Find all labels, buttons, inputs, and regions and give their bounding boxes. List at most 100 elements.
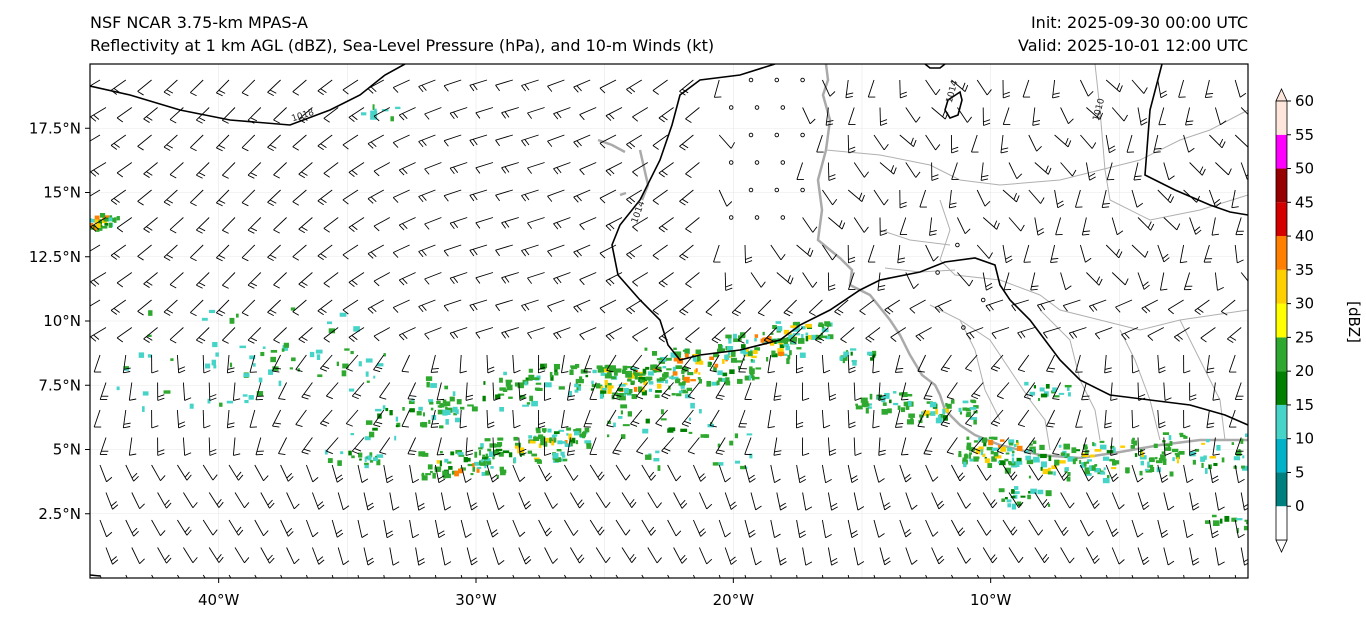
reflectivity-cell (1175, 454, 1180, 460)
reflectivity-cell (1204, 467, 1208, 474)
reflectivity-cell (1015, 440, 1019, 443)
wind-barb (512, 464, 526, 482)
reflectivity-cell (201, 317, 208, 321)
wind-barb (867, 79, 876, 98)
wind-barb (151, 409, 159, 429)
reflectivity-cell (783, 344, 790, 347)
wind-barb (424, 107, 442, 120)
wind-barb (323, 107, 339, 123)
wind-barb (208, 492, 224, 508)
wind-barb (905, 107, 921, 123)
reflectivity-cell (839, 356, 843, 361)
reflectivity-cell (777, 348, 784, 354)
reflectivity-cell (769, 342, 775, 346)
wind-barb (216, 244, 230, 262)
reflectivity-cell (427, 464, 433, 470)
reflectivity-cell (997, 461, 1001, 464)
wind-barb (919, 189, 927, 208)
reflectivity-cell (754, 338, 757, 342)
wind-barb (626, 244, 643, 260)
reflectivity-cell (533, 435, 537, 438)
reflectivity-cell (1201, 462, 1204, 468)
reflectivity-cell (986, 446, 993, 451)
wind-barb (579, 327, 597, 341)
wind-barb (1227, 327, 1242, 344)
wind-barb (1017, 327, 1035, 339)
valid-time: Valid: 2025-10-01 12:00 UTC (1017, 36, 1248, 55)
wind-barb (469, 79, 488, 92)
reflectivity-cell (83, 224, 87, 228)
wind-barb (878, 382, 886, 401)
reflectivity-cell (390, 116, 394, 122)
reflectivity-cell (1162, 432, 1170, 435)
wind-barb (449, 162, 468, 175)
wind-barb (951, 519, 965, 537)
reflectivity-cell (549, 437, 555, 444)
wind-barb (990, 354, 1004, 372)
reflectivity-cell (557, 440, 563, 445)
wind-barb (163, 244, 178, 261)
wind-barb (151, 464, 166, 481)
wind-barb (1054, 464, 1069, 481)
wind-barb (202, 354, 211, 374)
wind-barb (305, 519, 319, 538)
wind-barb (1086, 272, 1103, 286)
reflectivity-cell (871, 350, 877, 356)
wind-barb (348, 107, 365, 122)
reflectivity-cell (746, 347, 749, 352)
wind-barb (821, 464, 832, 484)
wind-barb (567, 382, 576, 401)
wind-barb (899, 189, 907, 209)
wind-barb (923, 382, 933, 401)
reflectivity-cell (939, 413, 943, 419)
reflectivity-cell (586, 443, 592, 449)
reflectivity-cell (1058, 392, 1065, 395)
reflectivity-cell (681, 369, 685, 374)
wind-barb (917, 409, 927, 428)
reflectivity-cell (867, 351, 873, 356)
reflectivity-cell (725, 380, 731, 386)
reflectivity-cell (604, 379, 608, 386)
wind-barb (319, 409, 333, 427)
reflectivity-cell (538, 434, 544, 437)
wind-barb (770, 244, 786, 261)
reflectivity-cell (283, 342, 289, 348)
reflectivity-cell (893, 391, 897, 394)
reflectivity-cell (1084, 450, 1089, 454)
wind-barb (822, 189, 838, 206)
colorbar-tick-label: 10 (1295, 430, 1314, 448)
wind-barb (685, 107, 700, 123)
reflectivity-cell (229, 317, 235, 324)
wind-barb (1163, 217, 1181, 231)
reflectivity-cell (865, 407, 869, 414)
reflectivity-cell (877, 395, 880, 400)
reflectivity-cell (969, 407, 977, 410)
reflectivity-cell (551, 441, 555, 446)
wind-barb (128, 382, 137, 401)
reflectivity-cell (746, 339, 749, 344)
reflectivity-cell (499, 377, 503, 383)
wind-barb (367, 244, 385, 259)
reflectivity-cell (821, 335, 827, 339)
reflectivity-cell (922, 410, 930, 416)
wind-barb (383, 519, 394, 539)
wind-barb (667, 464, 682, 482)
reflectivity-cell (1167, 444, 1171, 451)
reflectivity-cell (870, 357, 874, 361)
reflectivity-cell (559, 458, 564, 462)
reflectivity-cell (1213, 462, 1218, 467)
reflectivity-cell (818, 322, 823, 328)
reflectivity-cell (365, 420, 373, 425)
wind-barb (816, 134, 824, 153)
reflectivity-cell (783, 329, 790, 335)
wind-barb (821, 409, 831, 429)
reflectivity-cell (430, 407, 434, 411)
reflectivity-cell (1120, 445, 1126, 448)
reflectivity-cell (746, 433, 753, 436)
wind-barb (951, 79, 969, 92)
wind-barb (1147, 327, 1165, 341)
reflectivity-cell (1011, 457, 1015, 464)
wind-barb (567, 437, 576, 456)
reflectivity-cell (821, 323, 824, 329)
wind-barb (1206, 409, 1215, 429)
